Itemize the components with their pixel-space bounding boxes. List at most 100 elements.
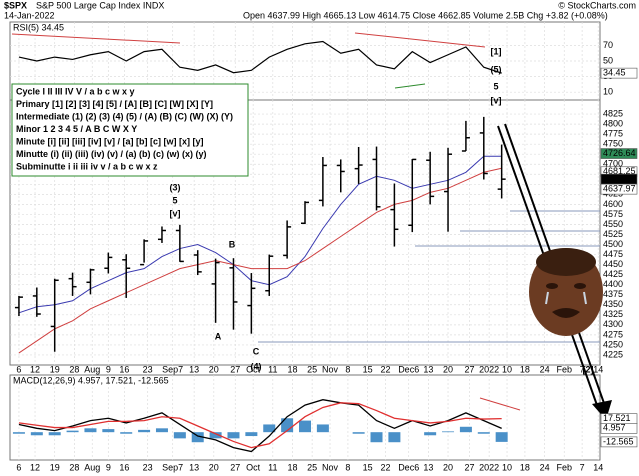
- rsi-trendline: [11, 33, 181, 44]
- histogram-bar: [477, 432, 490, 434]
- x-tick-label: 6: [16, 462, 21, 472]
- x-tick-label: 8: [345, 364, 350, 374]
- x-tick-label: 18: [287, 364, 297, 374]
- macd-line: [18, 402, 502, 449]
- wave-legend-box: [11, 83, 249, 177]
- x-tick-label: Feb: [556, 364, 572, 374]
- y-tick-label: 10: [603, 87, 613, 97]
- x-tick-label: 10: [502, 462, 512, 472]
- x-tick-label: 13: [189, 462, 199, 472]
- histogram-bar: [370, 432, 383, 443]
- face-image: [529, 248, 603, 336]
- copyright: © StockCharts.com: [558, 0, 636, 10]
- y-tick-label: 4475: [603, 249, 623, 259]
- last-value-box: [600, 423, 638, 434]
- last-value-box: [600, 67, 638, 79]
- x-tick-label: 27: [230, 364, 240, 374]
- y-tick-label: 4300: [603, 319, 623, 329]
- y-tick-label: 4600: [603, 199, 623, 209]
- histogram-bar: [66, 430, 79, 433]
- last-value-label: 4.957: [603, 423, 626, 433]
- macd-trendline: [479, 397, 521, 411]
- x-tick-label: 22: [380, 462, 390, 472]
- panel-legend: RSI(5) 34.45: [13, 22, 64, 32]
- histogram-bar: [263, 424, 276, 433]
- quote: Open 4637.99 High 4665.13 Low 4614.75 Cl…: [243, 10, 608, 20]
- x-tick-label: 9: [106, 462, 111, 472]
- x-tick-label: 14: [593, 462, 603, 472]
- x-tick-label: 24: [540, 364, 550, 374]
- last-value-label: 4681.25: [603, 166, 636, 176]
- x-tick-label: 28: [69, 364, 79, 374]
- x-tick-label: 8: [345, 462, 350, 472]
- y-tick-label: 4425: [603, 269, 623, 279]
- panel-legend: MACD(12,26,9) 4.957, 17.521, -12.565: [13, 375, 169, 385]
- x-tick-label: 25: [307, 462, 317, 472]
- x-tick-label: 27: [230, 462, 240, 472]
- wave-label: (3): [170, 182, 181, 192]
- y-tick-label: 4400: [603, 279, 623, 289]
- x-tick-label: 28: [69, 462, 79, 472]
- x-tick-label: Aug: [84, 462, 100, 472]
- histogram-bar: [84, 428, 97, 433]
- x-tick-label: Oct: [246, 462, 261, 472]
- x-tick-label: 9: [106, 364, 111, 374]
- y-tick-label: 4800: [603, 118, 623, 128]
- x-tick-label: 16: [119, 462, 129, 472]
- x-tick-label: 10: [502, 364, 512, 374]
- wave-legend-entry: Primary [1] [2] [3] [4] [5] / [A] [B] [C…: [16, 99, 213, 109]
- x-tick-label: 22: [380, 364, 390, 374]
- wave-label: [v]: [170, 208, 181, 218]
- histogram-bar: [442, 431, 455, 433]
- histogram-bar: [299, 420, 311, 433]
- x-tick-label: 15: [363, 462, 373, 472]
- x-tick-label: 27: [464, 462, 474, 472]
- x-tick-label: Feb: [556, 462, 572, 472]
- y-tick-label: 4575: [603, 209, 623, 219]
- y-tick-label: 50: [603, 55, 613, 65]
- x-tick-label: 2022: [479, 462, 499, 472]
- last-value-box: [600, 148, 638, 159]
- wave-label: (4): [251, 361, 262, 371]
- x-tick-label: 20: [209, 364, 219, 374]
- x-tick-label: 23: [143, 462, 153, 472]
- x-tick-label: 20: [443, 462, 453, 472]
- wave-label: (5): [491, 64, 502, 74]
- date: 14-Jan-2022: [4, 10, 55, 20]
- x-tick-label: Dec6: [398, 462, 419, 472]
- symbol: $SPX: [4, 0, 27, 10]
- x-tick-label: Nov: [322, 364, 339, 374]
- wave-legend-entry: Cycle I II III IV V / a b c w x y: [16, 86, 135, 96]
- wave-label: [2]: [583, 364, 594, 374]
- last-value-label: 4662.85: [603, 174, 636, 184]
- x-tick-label: 7: [580, 364, 585, 374]
- histogram-bar: [388, 432, 401, 443]
- y-tick-label: 4250: [603, 339, 623, 349]
- x-tick-label: 23: [143, 364, 153, 374]
- x-tick-label: 18: [520, 364, 530, 374]
- x-tick-label: 27: [464, 364, 474, 374]
- macd-line: [18, 399, 502, 453]
- x-tick-label: 6: [16, 364, 21, 374]
- y-tick-label: 4275: [603, 329, 623, 339]
- x-tick-label: 20: [209, 462, 219, 472]
- y-tick-label: 70: [603, 40, 613, 50]
- x-tick-label: Nov: [322, 462, 339, 472]
- x-tick-label: 13: [189, 364, 199, 374]
- last-value-label: 34.45: [603, 68, 626, 78]
- histogram-bar: [173, 432, 186, 439]
- histogram-bar: [48, 432, 61, 436]
- wave-label: 5: [493, 81, 498, 91]
- last-value-label: 4637.97: [603, 184, 636, 194]
- x-tick-label: 12: [30, 364, 40, 374]
- x-tick-label: 2022: [479, 364, 499, 374]
- wave-label: C: [253, 346, 260, 356]
- y-tick-label: 4450: [603, 259, 623, 269]
- y-tick-label: 4825: [603, 108, 623, 118]
- x-tick-label: 11: [268, 364, 277, 374]
- x-tick-label: 24: [540, 462, 550, 472]
- x-tick-label: 15: [363, 364, 373, 374]
- histogram-bar: [30, 432, 43, 436]
- last-value-label: 4726.64: [603, 148, 636, 158]
- y-tick-label: 4375: [603, 289, 623, 299]
